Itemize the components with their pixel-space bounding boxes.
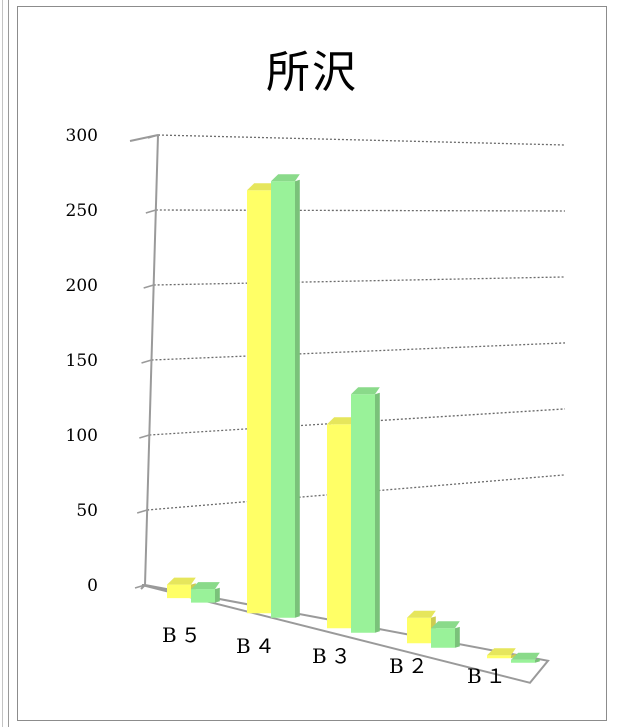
bar: [431, 621, 460, 648]
y-tick-label: 300: [66, 126, 98, 146]
y-tick-label: 150: [66, 351, 98, 371]
bar-front: [191, 589, 215, 603]
bar-front: [247, 190, 271, 614]
y-tick-label: 250: [66, 201, 98, 221]
bar: [487, 648, 516, 659]
category-label: B２: [389, 654, 432, 678]
bar-front: [487, 655, 511, 659]
gridline: [157, 134, 566, 146]
bar-top: [191, 582, 220, 590]
bar-top: [351, 387, 380, 395]
bar-top: [247, 183, 276, 191]
y-tick-mark: [134, 584, 146, 589]
y-tick-mark: [143, 284, 154, 289]
bar-top: [167, 577, 196, 585]
bar-front: [167, 584, 191, 599]
bar-top: [487, 648, 516, 656]
bar-front: [327, 424, 351, 629]
bar: [271, 174, 300, 618]
left-panel-border: [0, 0, 9, 727]
y-tick-label: 200: [66, 276, 98, 296]
bar: [511, 652, 540, 663]
chart-frame: 所沢: [17, 6, 607, 721]
category-label: B５: [162, 623, 205, 647]
bar-front: [407, 617, 431, 644]
y-tick-label: 0: [87, 576, 98, 596]
bar-front: [271, 181, 295, 618]
bar-front: [431, 628, 455, 648]
category-label: B３: [312, 644, 355, 668]
y-tick-mark: [141, 359, 152, 364]
category-label: B４: [236, 634, 279, 658]
bar-top: [431, 621, 460, 629]
y-tick-mark: [147, 134, 159, 139]
bar-side: [535, 658, 540, 663]
bar-front: [511, 659, 535, 663]
bar-side: [455, 626, 460, 648]
bar-side: [215, 587, 220, 603]
y-tick-label: 100: [66, 426, 98, 446]
bar-front: [351, 394, 375, 633]
bar: [191, 582, 220, 603]
bar-top: [327, 417, 356, 425]
chart-title: 所沢: [266, 47, 358, 98]
bar-top: [407, 610, 436, 618]
gridline: [155, 209, 566, 212]
bar-side: [295, 179, 300, 618]
bar: [351, 387, 380, 633]
gridline: [151, 342, 566, 361]
bar-side: [375, 392, 380, 633]
y-tick-mark: [139, 434, 150, 439]
y-tick-mark: [145, 209, 157, 214]
y-tick-label: 50: [76, 501, 98, 521]
bar-top: [511, 652, 540, 660]
category-label: B１: [467, 664, 510, 688]
bar-top: [271, 174, 300, 182]
y-tick-mark: [136, 509, 148, 514]
gridline: [153, 276, 566, 286]
